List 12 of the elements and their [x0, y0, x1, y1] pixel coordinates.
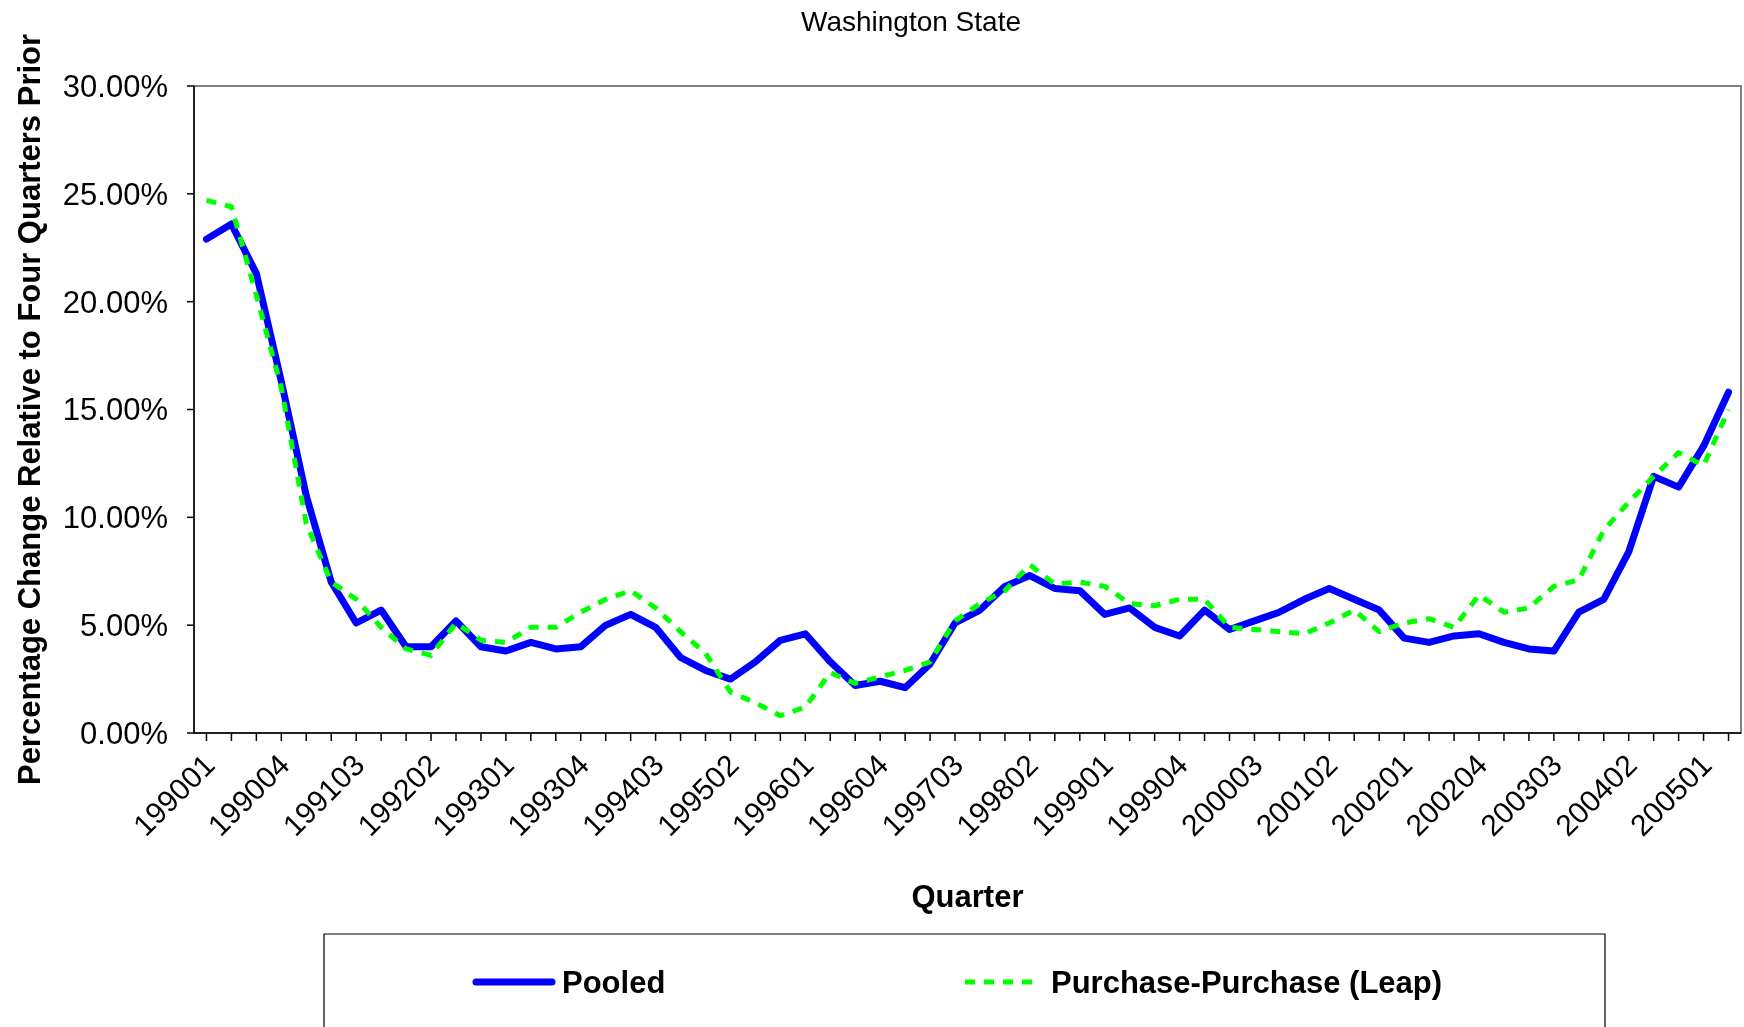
chart-title: Washington State [801, 6, 1021, 37]
y-tick-label: 15.00% [62, 392, 168, 428]
x-axis-title: Quarter [911, 879, 1024, 914]
legend-label: Pooled [562, 965, 666, 1000]
y-axis-title: Percentage Change Relative to Four Quarters Prior [12, 33, 47, 786]
y-tick-label: 20.00% [62, 284, 168, 320]
y-tick-label: 30.00% [62, 68, 168, 104]
y-tick-label: 5.00% [80, 608, 168, 644]
y-tick-label: 10.00% [62, 500, 168, 536]
y-tick-label: 0.00% [80, 715, 168, 751]
y-tick-label: 25.00% [62, 176, 168, 212]
legend-label: Purchase-Purchase (Leap) [1051, 965, 1443, 1000]
